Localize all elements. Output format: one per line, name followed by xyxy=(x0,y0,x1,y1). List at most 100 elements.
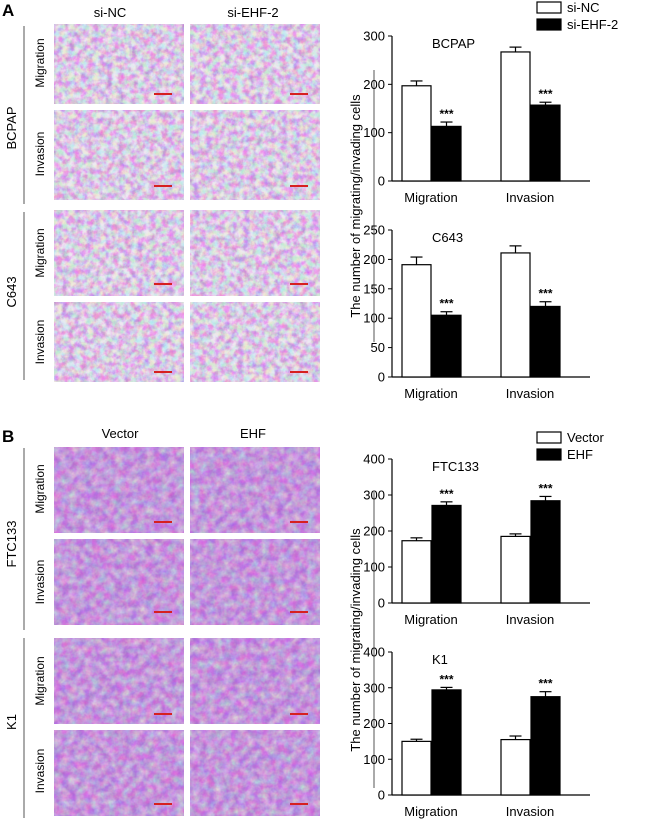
row-label-a-4: Invasion xyxy=(33,320,47,365)
legend-label-ftc133: Vector xyxy=(567,430,605,445)
y-tick-label-k1: 300 xyxy=(363,680,385,695)
y-tick-label-bcpap: 200 xyxy=(363,77,385,92)
micrograph-b-ftc133-migration-vector xyxy=(54,447,184,533)
y-tick-label-c643: 150 xyxy=(363,281,385,296)
row-label-b-4: Invasion xyxy=(33,749,47,794)
cell-line-label-a-2: C643 xyxy=(4,276,19,307)
bar-c643-treated xyxy=(530,305,561,378)
y-tick-label-bcpap: 300 xyxy=(363,29,385,44)
bar-ftc133-control xyxy=(401,540,432,604)
bar-k1-treated xyxy=(530,696,561,796)
micrograph-b-ftc133-invasion-vector xyxy=(54,539,184,625)
bar-k1-treated xyxy=(431,689,462,796)
micrograph-b-k1-invasion-ehf xyxy=(190,730,320,816)
x-tick-label-ftc133: Migration xyxy=(404,612,457,627)
micrograph-b-ftc133-invasion-ehf xyxy=(190,539,320,625)
bar-bcpap-treated xyxy=(431,125,462,182)
bar-c643-control xyxy=(401,264,432,378)
y-tick-label-c643: 200 xyxy=(363,252,385,267)
micrograph-a-c643-migration-sinc xyxy=(54,210,184,296)
bar-ftc133-treated xyxy=(530,500,561,604)
x-tick-label-k1: Migration xyxy=(404,804,457,819)
legend-swatch-bcpap xyxy=(536,1,562,14)
bar-c643-control xyxy=(500,252,531,378)
micrograph-grid-b xyxy=(54,447,320,816)
bar-c643-treated xyxy=(431,314,462,378)
panel-letter-b: B xyxy=(2,427,14,446)
legend-label-bcpap: si-EHF-2 xyxy=(567,17,618,32)
micrograph-a-c643-invasion-sinc xyxy=(54,302,184,382)
bar-k1-control xyxy=(401,740,432,796)
x-tick-label-k1: Invasion xyxy=(506,804,554,819)
row-label-a-3: Migration xyxy=(33,228,47,277)
significance-mark-bcpap: *** xyxy=(439,107,453,121)
row-label-b-1: Migration xyxy=(33,464,47,513)
significance-mark-k1: *** xyxy=(538,677,552,691)
panel-letter-a: A xyxy=(2,1,14,20)
x-tick-label-bcpap: Invasion xyxy=(506,190,554,205)
significance-mark-bcpap: *** xyxy=(538,87,552,101)
bar-k1-control xyxy=(500,738,531,796)
y-tick-label-ftc133: 400 xyxy=(363,452,385,467)
y-tick-label-ftc133: 100 xyxy=(363,560,385,575)
row-label-b-2: Invasion xyxy=(33,560,47,605)
cell-line-label-a-1: BCPAP xyxy=(4,106,19,149)
micrograph-b-k1-migration-vector xyxy=(54,638,184,724)
significance-mark-k1: *** xyxy=(439,672,453,686)
legend-swatch-ftc133 xyxy=(536,448,562,461)
chart-title-ftc133: FTC133 xyxy=(432,459,479,474)
bar-ftc133-control xyxy=(500,535,531,604)
micrograph-a-c643-invasion-siehf xyxy=(190,302,320,382)
y-tick-label-c643: 50 xyxy=(371,340,385,355)
legend-swatch-bcpap xyxy=(536,18,562,31)
y-tick-label-c643: 250 xyxy=(363,223,385,238)
chart-title-c643: C643 xyxy=(432,230,463,245)
bar-bcpap-control xyxy=(401,85,432,182)
y-tick-label-c643: 0 xyxy=(378,370,385,385)
bar-charts: 0 100 200 300 BCPAP *** Migration *** Invasion si… xyxy=(363,0,618,819)
chart-title-k1: K1 xyxy=(432,652,448,667)
micrograph-b-ftc133-migration-ehf xyxy=(190,447,320,533)
bar-bcpap-treated xyxy=(530,104,561,182)
legend-swatch-ftc133 xyxy=(536,431,562,444)
y-tick-label-c643: 100 xyxy=(363,311,385,326)
y-tick-label-k1: 100 xyxy=(363,752,385,767)
bar-ftc133-treated xyxy=(431,504,462,604)
significance-mark-c643: *** xyxy=(439,297,453,311)
x-tick-label-bcpap: Migration xyxy=(404,190,457,205)
x-tick-label-ftc133: Invasion xyxy=(506,612,554,627)
cell-line-label-b-1: FTC133 xyxy=(4,521,19,568)
micrograph-b-k1-migration-ehf xyxy=(190,638,320,724)
micrograph-b-k1-invasion-vector xyxy=(54,730,184,816)
legend-label-ftc133: EHF xyxy=(567,447,593,462)
x-tick-label-c643: Migration xyxy=(404,386,457,401)
condition-label-b-2: EHF xyxy=(240,426,266,441)
row-label-b-3: Migration xyxy=(33,656,47,705)
x-tick-label-c643: Invasion xyxy=(506,386,554,401)
y-tick-label-ftc133: 0 xyxy=(378,596,385,611)
micrograph-a-bcpap-migration-sinc xyxy=(54,24,184,104)
chart-title-bcpap: BCPAP xyxy=(432,36,475,51)
condition-label-a-2: si-EHF-2 xyxy=(227,5,278,20)
micrograph-a-c643-migration-siehf xyxy=(190,210,320,296)
micrograph-a-bcpap-migration-siehf xyxy=(190,24,320,104)
row-label-a-2: Invasion xyxy=(33,132,47,177)
significance-mark-c643: *** xyxy=(538,287,552,301)
legend-label-bcpap: si-NC xyxy=(567,0,600,15)
y-tick-label-bcpap: 100 xyxy=(363,125,385,140)
y-tick-label-bcpap: 0 xyxy=(378,174,385,189)
significance-mark-ftc133: *** xyxy=(439,487,453,501)
shared-ylabel-a: The number of migrating/invading cells xyxy=(348,94,363,318)
y-tick-label-k1: 0 xyxy=(378,788,385,803)
y-tick-label-ftc133: 300 xyxy=(363,488,385,503)
y-tick-label-k1: 400 xyxy=(363,645,385,660)
cell-line-label-b-2: K1 xyxy=(4,714,19,730)
shared-ylabel-b: The number of migrating/invading cells xyxy=(348,528,363,752)
bar-bcpap-control xyxy=(500,51,531,182)
row-label-a-1: Migration xyxy=(33,38,47,87)
y-tick-label-ftc133: 200 xyxy=(363,524,385,539)
condition-label-a-1: si-NC xyxy=(94,5,127,20)
y-tick-label-k1: 200 xyxy=(363,716,385,731)
condition-label-b-1: Vector xyxy=(102,426,140,441)
